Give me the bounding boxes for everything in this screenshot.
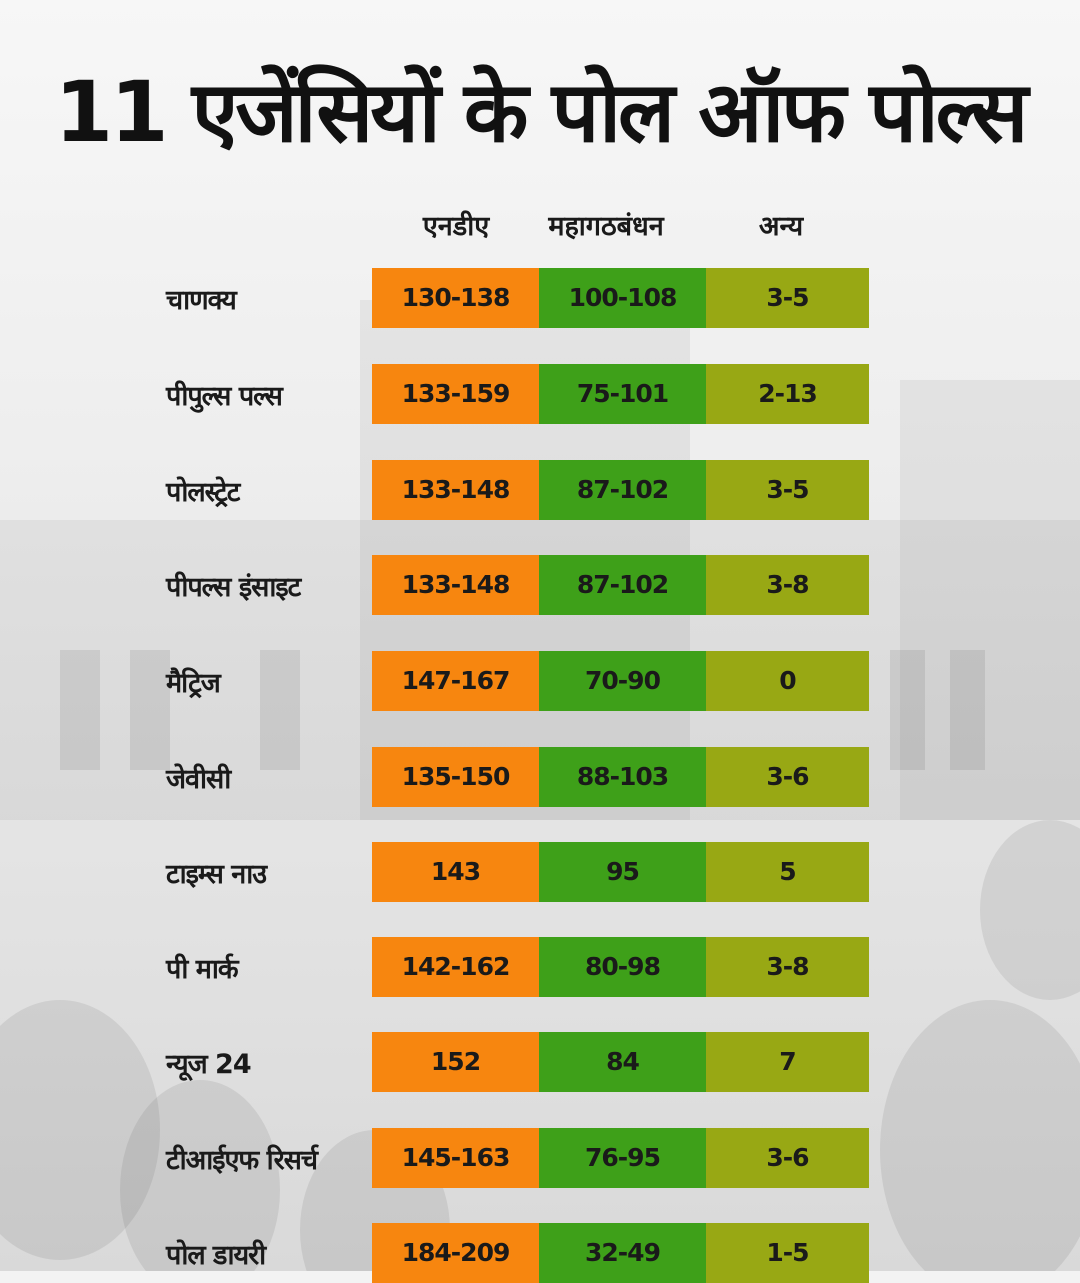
agency-label: मैट्रिज: [166, 668, 221, 699]
cell-nda: 152: [372, 1032, 539, 1092]
cell-mahagathbandhan: 32-49: [539, 1223, 706, 1283]
cell-nda: 184-209: [372, 1223, 539, 1283]
cell-others: 3-5: [706, 268, 869, 328]
cell-mahagathbandhan: 87-102: [539, 460, 706, 520]
column-header-others: अन्य: [758, 211, 804, 242]
cell-mahagathbandhan: 70-90: [539, 651, 706, 711]
agency-label: जेवीसी: [166, 764, 231, 795]
cell-others: 0: [706, 651, 869, 711]
cell-mahagathbandhan: 88-103: [539, 747, 706, 807]
agency-label: पोल डायरी: [166, 1240, 266, 1271]
cell-mahagathbandhan: 80-98: [539, 937, 706, 997]
agency-label: पी मार्क: [166, 954, 239, 985]
cell-others: 5: [706, 842, 869, 902]
cell-nda: 143: [372, 842, 539, 902]
cell-mahagathbandhan: 95: [539, 842, 706, 902]
cell-nda: 135-150: [372, 747, 539, 807]
cell-nda: 142-162: [372, 937, 539, 997]
cell-others: 1-5: [706, 1223, 869, 1283]
page-title: 11 एजेंसियों के पोल ऑफ पोल्स: [54, 63, 1029, 161]
cell-mahagathbandhan: 84: [539, 1032, 706, 1092]
agency-label: न्यूज 24: [166, 1049, 252, 1080]
cell-nda: 147-167: [372, 651, 539, 711]
agency-label: चाणक्य: [166, 285, 237, 316]
cell-mahagathbandhan: 100-108: [539, 268, 706, 328]
cell-others: 3-6: [706, 747, 869, 807]
cell-nda: 130-138: [372, 268, 539, 328]
cell-mahagathbandhan: 76-95: [539, 1128, 706, 1188]
column-header-nda: एनडीए: [422, 211, 490, 242]
agency-label: पीपल्स इंसाइट: [166, 572, 301, 603]
cell-mahagathbandhan: 87-102: [539, 555, 706, 615]
cell-nda: 133-148: [372, 555, 539, 615]
cell-others: 3-5: [706, 460, 869, 520]
agency-label: पोलस्ट्रेट: [166, 477, 240, 508]
cell-others: 3-8: [706, 937, 869, 997]
column-header-mahagathbandhan: महागठबंधन: [548, 211, 664, 242]
cell-others: 3-6: [706, 1128, 869, 1188]
cell-mahagathbandhan: 75-101: [539, 364, 706, 424]
cell-nda: 133-148: [372, 460, 539, 520]
cell-nda: 133-159: [372, 364, 539, 424]
cell-others: 7: [706, 1032, 869, 1092]
agency-label: पीपुल्स पल्स: [166, 381, 283, 412]
agency-label: टाइम्स नाउ: [166, 859, 267, 890]
cell-others: 2-13: [706, 364, 869, 424]
agency-label: टीआईएफ रिसर्च: [166, 1145, 318, 1176]
cell-nda: 145-163: [372, 1128, 539, 1188]
cell-others: 3-8: [706, 555, 869, 615]
